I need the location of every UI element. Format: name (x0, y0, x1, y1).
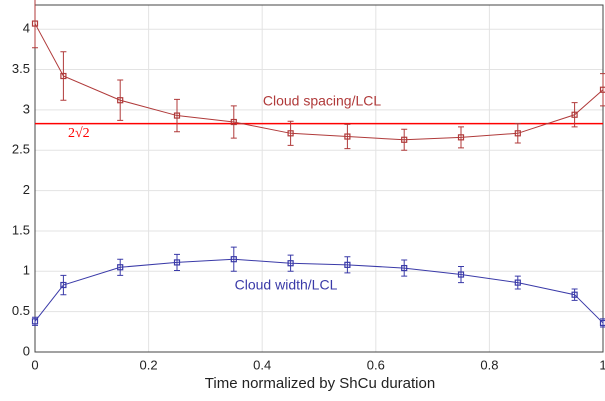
marker (287, 260, 294, 267)
x-axis-label: Time normalized by ShCu duration (205, 375, 435, 392)
plot-frame (34, 4, 604, 353)
error-bar (60, 51, 67, 101)
error-bar (571, 102, 578, 128)
error-bar (344, 123, 351, 150)
marker (117, 264, 124, 271)
marker (31, 20, 39, 27)
marker (401, 264, 408, 272)
error-bar (174, 98, 180, 133)
marker (514, 279, 521, 286)
x-tick-label: 0 (31, 357, 38, 372)
marker (230, 118, 237, 126)
marker (60, 281, 67, 289)
marker (457, 134, 465, 141)
error-bar (117, 79, 124, 121)
y-tick-label: 3 (23, 101, 30, 116)
error-bar (60, 274, 67, 296)
error-bar (287, 254, 294, 272)
series-label: Cloud width/LCL (235, 277, 338, 293)
error-bar (600, 73, 605, 107)
y-tick-label: 3.5 (12, 61, 30, 76)
y-tick-label: 0 (23, 343, 30, 358)
marker (173, 112, 181, 119)
y-tick-label: 1 (23, 263, 30, 278)
x-tick-label: 0.2 (140, 357, 158, 372)
marker (173, 259, 181, 266)
error-bar (344, 256, 351, 274)
error-bar (458, 126, 464, 149)
error-bar (458, 265, 464, 284)
error-bar (401, 128, 408, 151)
error-bar (514, 275, 521, 290)
y-tick-label: 2 (23, 182, 30, 197)
y-tick-label: 1.5 (12, 222, 30, 237)
error-bar (571, 288, 578, 301)
series-line (34, 23, 604, 141)
x-tick-label: 0.4 (253, 357, 271, 372)
marker (117, 97, 124, 104)
y-tick-label: 4 (23, 21, 30, 36)
marker (230, 256, 237, 263)
error-bar (174, 253, 180, 271)
error-bar (401, 259, 408, 277)
reference-label: 2√2 (68, 126, 90, 141)
marker (31, 318, 39, 325)
error-bar (287, 120, 294, 146)
marker (344, 133, 351, 140)
error-bar (230, 246, 237, 272)
error-bar (514, 123, 521, 144)
series-label: Cloud spacing/LCL (263, 93, 382, 109)
error-bar (117, 258, 124, 276)
marker (60, 72, 67, 80)
y-tick-label: 0.5 (12, 303, 30, 318)
x-tick-label: 0.8 (480, 357, 498, 372)
marker (344, 261, 351, 268)
marker (401, 136, 408, 143)
x-tick-label: 0.6 (367, 357, 385, 372)
error-bar (230, 105, 237, 139)
series-line (34, 258, 604, 324)
marker (599, 86, 605, 93)
error-bar (32, 0, 38, 49)
marker (287, 130, 294, 137)
x-tick-label: 1 (599, 357, 605, 372)
marker (571, 111, 578, 118)
marker (457, 271, 465, 278)
marker (599, 319, 605, 327)
marker (514, 130, 521, 137)
y-tick-label: 2.5 (12, 142, 30, 157)
marker (571, 291, 578, 298)
